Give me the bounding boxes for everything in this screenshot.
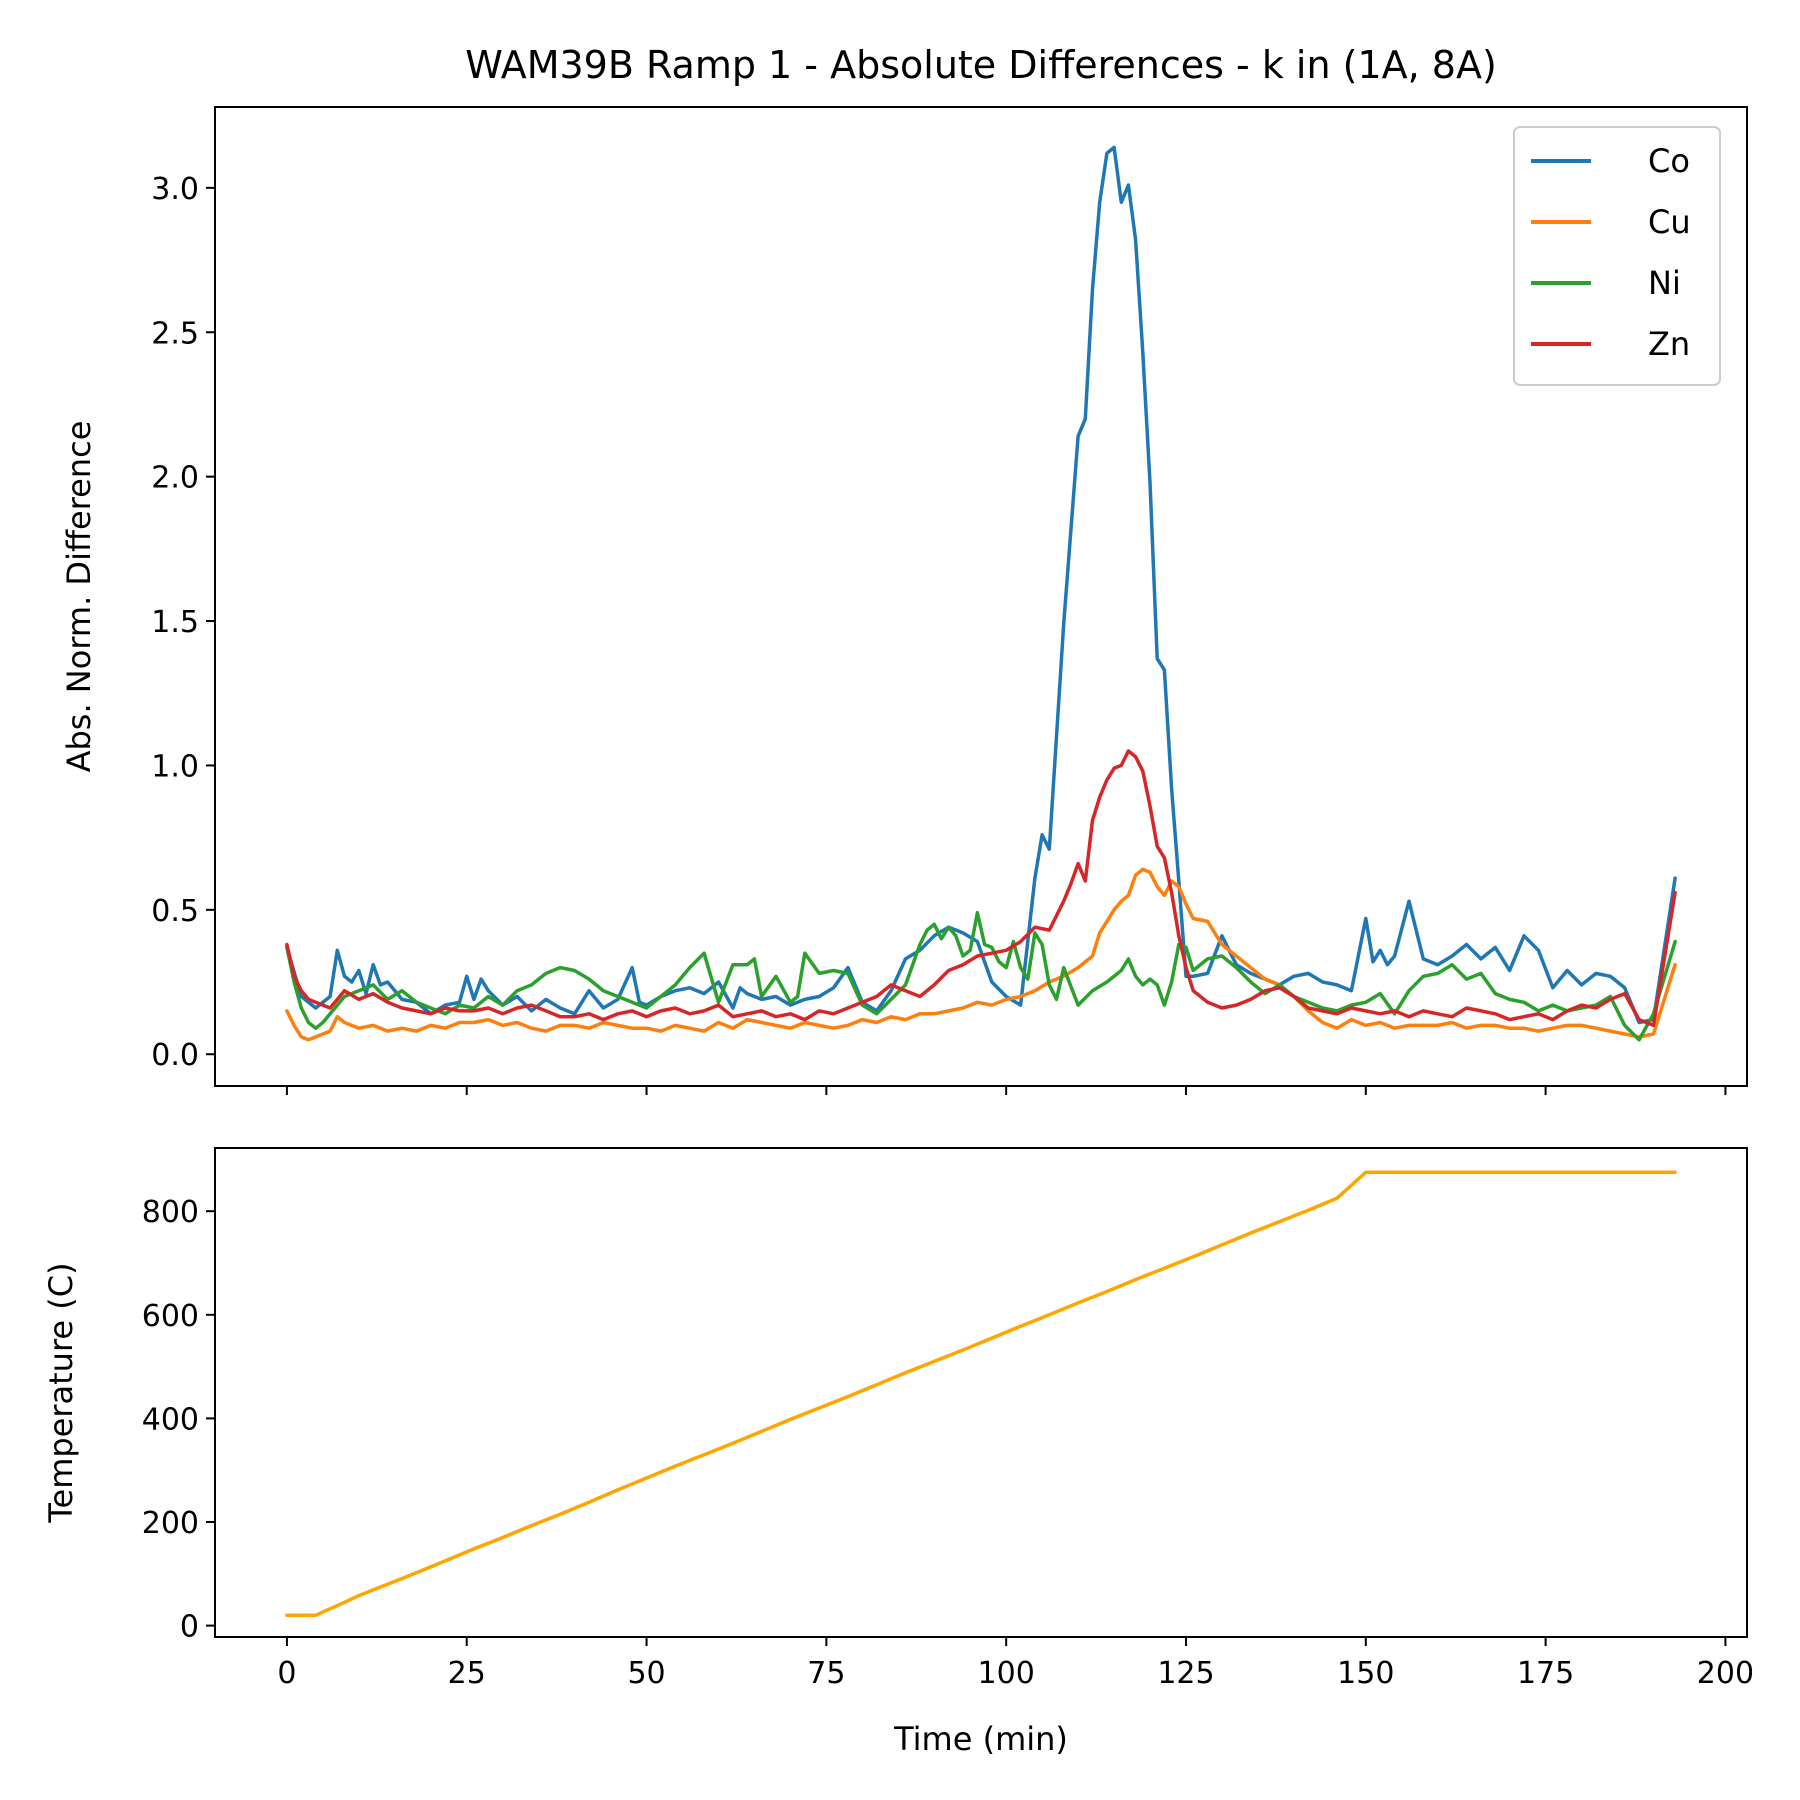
top-y-tick-label-2-0: 2.0 (151, 461, 199, 496)
bottom-series-group (285, 1170, 1677, 1617)
legend-label-zn: Zn (1648, 325, 1690, 363)
top-series-line-co (285, 145, 1677, 1025)
top-plot-frame (214, 106, 1748, 1087)
chart-title: WAM39B Ramp 1 - Absolute Differences - k… (465, 43, 1497, 87)
bottom-y-axis-label: Temperature (C) (42, 1262, 80, 1523)
legend: Co Cu Ni Zn (1513, 126, 1721, 386)
bottom-plot-frame (214, 1147, 1748, 1638)
bottom-x-tick-label-100: 100 (978, 1656, 1035, 1691)
top-y-tick-label-0-0: 0.0 (151, 1038, 199, 1073)
bottom-x-tick-label-175: 175 (1517, 1656, 1574, 1691)
legend-box (1513, 126, 1721, 386)
bottom-x-ticks: 0 25 50 75 100 125 150 175 200 (277, 1637, 1754, 1691)
legend-label-co: Co (1648, 142, 1690, 180)
bottom-series-line-1 (285, 1170, 1677, 1617)
bottom-y-tick-label-0: 0 (180, 1610, 199, 1645)
top-series-line-cu (285, 867, 1677, 1042)
top-series-group (285, 145, 1677, 1042)
bottom-y-tick-label-200: 200 (142, 1506, 199, 1541)
bottom-x-tick-label-75: 75 (807, 1656, 845, 1691)
top-y-tick-label-3-0: 3.0 (151, 172, 199, 207)
legend-label-cu: Cu (1648, 203, 1691, 241)
bottom-x-tick-label-150: 150 (1337, 1656, 1394, 1691)
bottom-x-tick-label-200: 200 (1697, 1656, 1754, 1691)
bottom-y-tick-label-600: 600 (142, 1299, 199, 1334)
top-y-tick-label-1-5: 1.5 (151, 605, 199, 640)
bottom-x-tick-label-25: 25 (448, 1656, 486, 1691)
bottom-x-tick-label-50: 50 (627, 1656, 665, 1691)
legend-label-ni: Ni (1648, 264, 1681, 302)
x-axis-label: Time (min) (893, 1720, 1068, 1758)
top-y-tick-label-0-5: 0.5 (151, 894, 199, 929)
bottom-y-ticks: 0 200 400 600 800 (142, 1195, 215, 1645)
top-y-ticks: 0.0 0.5 1.0 1.5 2.0 2.5 3.0 (151, 172, 215, 1073)
bottom-chart: 0 25 50 75 100 125 150 175 200 0 200 400 600 800 Tem… (42, 1147, 1754, 1758)
top-x-ticks (285, 1086, 1727, 1095)
bottom-y-tick-label-400: 400 (142, 1402, 199, 1437)
top-y-axis-label: Abs. Norm. Difference (60, 421, 98, 773)
top-series-line-zn (285, 749, 1677, 1028)
bottom-y-tick-label-800: 800 (142, 1195, 199, 1230)
top-chart: 0.0 0.5 1.0 1.5 2.0 2.5 3.0 Abs. Norm. Differe… (60, 106, 1748, 1095)
top-series-line-ni (285, 910, 1677, 1042)
bottom-x-tick-label-0: 0 (277, 1656, 296, 1691)
top-y-tick-label-2-5: 2.5 (151, 316, 199, 351)
top-y-tick-label-1-0: 1.0 (151, 749, 199, 784)
bottom-x-tick-label-125: 125 (1157, 1656, 1214, 1691)
